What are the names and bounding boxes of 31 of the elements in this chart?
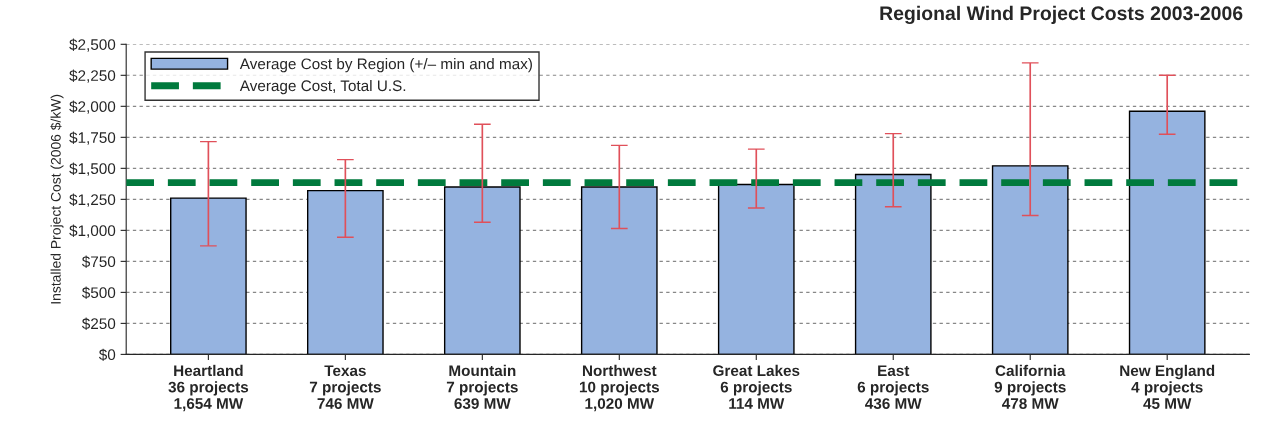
x-tick-label: Mountain 7 projects 639 MW	[446, 364, 518, 409]
x-tick-label: Northwest 10 projects 1,020 MW	[579, 364, 660, 412]
chart-title: Regional Wind Project Costs 2003-2006	[880, 5, 1243, 25]
y-tick-label: $250	[81, 317, 116, 330]
x-tick-label: Great Lakes 6 projects 114 MW	[713, 364, 800, 409]
x-tick-label: New England 4 projects 45 MW	[1120, 364, 1215, 410]
legend-label: Average Cost, Total U.S.	[239, 79, 406, 95]
bar	[443, 186, 521, 355]
y-tick-label: $750	[81, 255, 116, 268]
bar	[580, 186, 658, 355]
x-tick-label: Texas 7 projects 746 MW	[309, 365, 381, 409]
y-tick-label: $0	[98, 348, 116, 361]
y-axis-title: Installed Project Cost (2006 $/kW)	[50, 94, 64, 304]
legend-label: Average Cost by Region (+/– min and max)	[239, 58, 532, 73]
y-tick-label: $1,250	[69, 193, 116, 207]
y-tick-label: $2,250	[69, 69, 116, 83]
y-tick-label: $1,500	[69, 162, 116, 176]
x-tick-label: Heartland 36 projects 1,654 MW	[168, 364, 249, 412]
bar	[854, 173, 932, 355]
bar	[306, 189, 384, 355]
y-tick-label: $2,500	[69, 38, 116, 52]
x-tick-label: California 9 projects 478 MW	[994, 364, 1066, 409]
y-tick-label: $1,000	[69, 224, 116, 238]
bar	[717, 183, 795, 355]
y-tick-label: $2,000	[69, 100, 116, 114]
bar	[170, 197, 247, 355]
x-tick-label: East 6 projects 436 MW	[857, 365, 929, 409]
y-tick-label: $1,750	[69, 131, 116, 145]
y-tick-label: $500	[81, 286, 116, 299]
bar	[1128, 110, 1206, 355]
bar	[991, 165, 1069, 355]
